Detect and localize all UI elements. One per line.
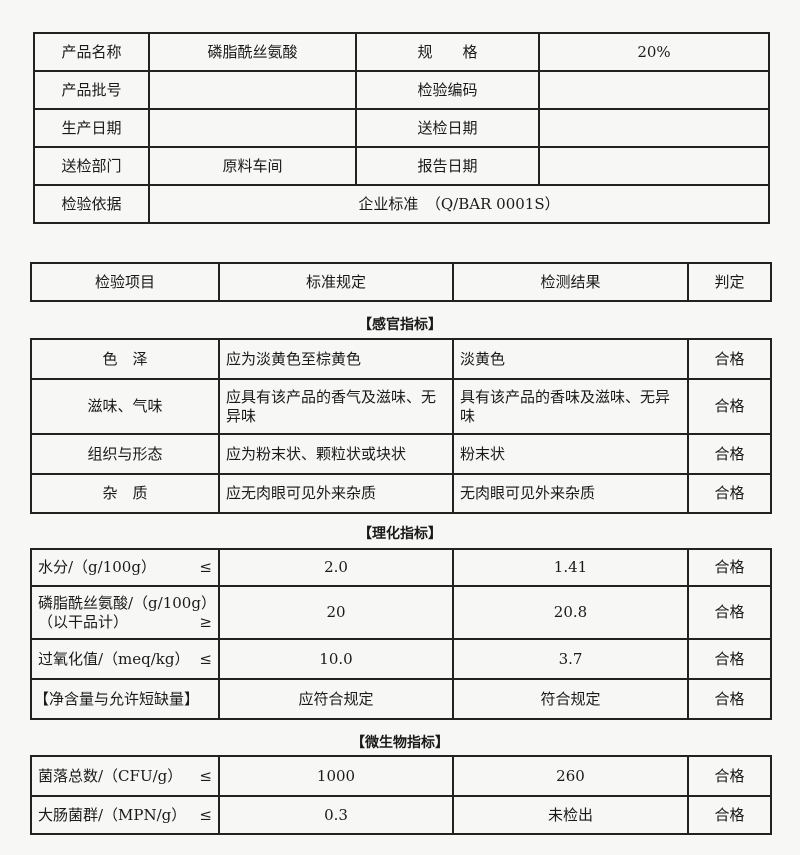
verdict: 合格 (687, 638, 772, 680)
result: 20.8 (452, 585, 689, 640)
label: 生产日期 (33, 108, 150, 148)
value: 20% (538, 32, 770, 72)
physchem-table: 水分/（g/100g） ≤2.0 1.41 合格 磷脂酰丝氨酸/（g/100g）（以干… (30, 548, 772, 720)
standard: 应为粉末状、颗粒状或块状 (218, 433, 454, 475)
comparison-symbol: ≤ (199, 558, 212, 577)
item: 杂 质 (30, 473, 220, 514)
item: 色 泽 (30, 338, 220, 380)
micro-table: 菌落总数/（CFU/g） ≤1000 260 合格 大肠菌群/（MPN/g） ≤0.3 未… (30, 755, 772, 835)
header-table: 检验项目 标准规定 检测结果 判定 (30, 262, 772, 302)
label: 产品批号 (33, 70, 150, 110)
verdict: 合格 (687, 585, 772, 640)
item: 滋味、气味 (30, 378, 220, 435)
standard: 2.0 (218, 548, 454, 587)
verdict: 合格 (687, 678, 772, 720)
result: 无肉眼可见外来杂质 (452, 473, 689, 514)
result: 淡黄色 (452, 338, 689, 380)
header-standard: 标准规定 (218, 262, 454, 302)
value (538, 70, 770, 110)
verdict: 合格 (687, 755, 772, 797)
value (538, 108, 770, 148)
comparison-symbol: ≥ (199, 612, 212, 631)
standard: 20 (218, 585, 454, 640)
value (148, 108, 357, 148)
item: 水分/（g/100g） (38, 558, 156, 577)
standard: 1000 (218, 755, 454, 797)
item: 磷脂酰丝氨酸/（g/100g）（以干品计） (38, 593, 209, 631)
verdict: 合格 (687, 433, 772, 475)
result: 1.41 (452, 548, 689, 587)
label: 检验编码 (355, 70, 540, 110)
standard: 应具有该产品的香气及滋味、无异味 (218, 378, 454, 435)
label: 检验依据 (33, 184, 150, 224)
value (538, 146, 770, 186)
header-item: 检验项目 (30, 262, 220, 302)
standard: 应为淡黄色至棕黄色 (218, 338, 454, 380)
comparison-symbol: ≤ (199, 649, 212, 668)
value: 磷脂酰丝氨酸 (148, 32, 357, 72)
standard: 应符合规定 (218, 678, 454, 720)
section-title: 【感官指标】 (358, 317, 442, 333)
header-result: 检测结果 (452, 262, 689, 302)
label: 送检日期 (355, 108, 540, 148)
verdict: 合格 (687, 338, 772, 380)
standard: 0.3 (218, 795, 454, 835)
result: 3.7 (452, 638, 689, 680)
verdict: 合格 (687, 548, 772, 587)
verdict: 合格 (687, 795, 772, 835)
sensory-table: 色 泽应为淡黄色至棕黄色 淡黄色 合格 滋味、气味 应具有该产品的香气及滋味、无异味具… (30, 338, 772, 514)
comparison-symbol: ≤ (199, 766, 212, 785)
product-info-table: 产品名称 磷脂酰丝氨酸 规 格 20% 产品批号 检验编码 生产日期 送检日期 … (33, 32, 770, 224)
item: 大肠菌群/（MPN/g） (38, 805, 187, 824)
result: 具有该产品的香味及滋味、无异味 (452, 378, 689, 435)
label: 规 格 (355, 32, 540, 72)
section-title: 【理化指标】 (358, 526, 442, 542)
standard: 应无肉眼可见外来杂质 (218, 473, 454, 514)
header-verdict: 判定 (687, 262, 772, 302)
result: 粉末状 (452, 433, 689, 475)
label: 产品名称 (33, 32, 150, 72)
label: 报告日期 (355, 146, 540, 186)
result: 260 (452, 755, 689, 797)
item: 过氧化值/（meq/kg） (38, 649, 190, 668)
section-title: 【微生物指标】 (351, 735, 449, 751)
value: 企业标准 （Q/BAR 0001S） (148, 184, 770, 224)
item: 【净含量与允许短缺量】 (34, 689, 200, 708)
item: 组织与形态 (30, 433, 220, 475)
value (148, 70, 357, 110)
result: 符合规定 (452, 678, 689, 720)
verdict: 合格 (687, 473, 772, 514)
standard: 10.0 (218, 638, 454, 680)
label: 送检部门 (33, 146, 150, 186)
result: 未检出 (452, 795, 689, 835)
value: 原料车间 (148, 146, 357, 186)
item: 菌落总数/（CFU/g） (38, 766, 183, 785)
verdict: 合格 (687, 378, 772, 435)
comparison-symbol: ≤ (199, 805, 212, 824)
